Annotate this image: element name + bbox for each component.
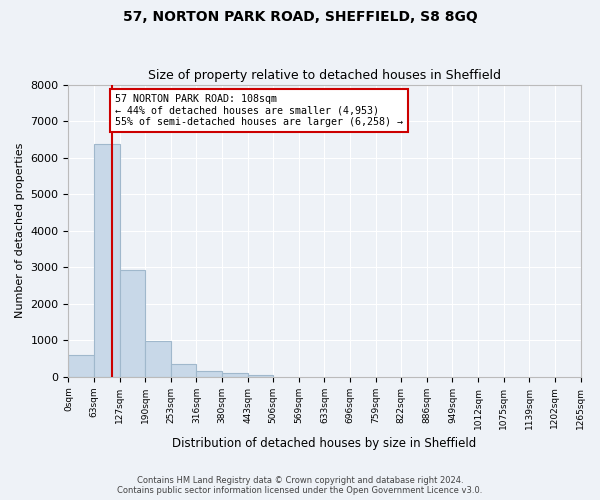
Text: 57, NORTON PARK ROAD, SHEFFIELD, S8 8GQ: 57, NORTON PARK ROAD, SHEFFIELD, S8 8GQ: [122, 10, 478, 24]
Bar: [145, 342, 171, 377]
Y-axis label: Number of detached properties: Number of detached properties: [15, 143, 25, 318]
Bar: [222, 373, 248, 377]
Text: 57 NORTON PARK ROAD: 108sqm
← 44% of detached houses are smaller (4,953)
55% of : 57 NORTON PARK ROAD: 108sqm ← 44% of det…: [115, 94, 403, 127]
Bar: [68, 356, 94, 377]
Bar: [171, 364, 196, 377]
Bar: [119, 270, 145, 377]
Bar: [196, 371, 222, 377]
Bar: [94, 144, 119, 377]
Text: Contains HM Land Registry data © Crown copyright and database right 2024.
Contai: Contains HM Land Registry data © Crown c…: [118, 476, 482, 495]
Bar: [248, 374, 273, 377]
Title: Size of property relative to detached houses in Sheffield: Size of property relative to detached ho…: [148, 69, 501, 82]
X-axis label: Distribution of detached houses by size in Sheffield: Distribution of detached houses by size …: [172, 437, 476, 450]
